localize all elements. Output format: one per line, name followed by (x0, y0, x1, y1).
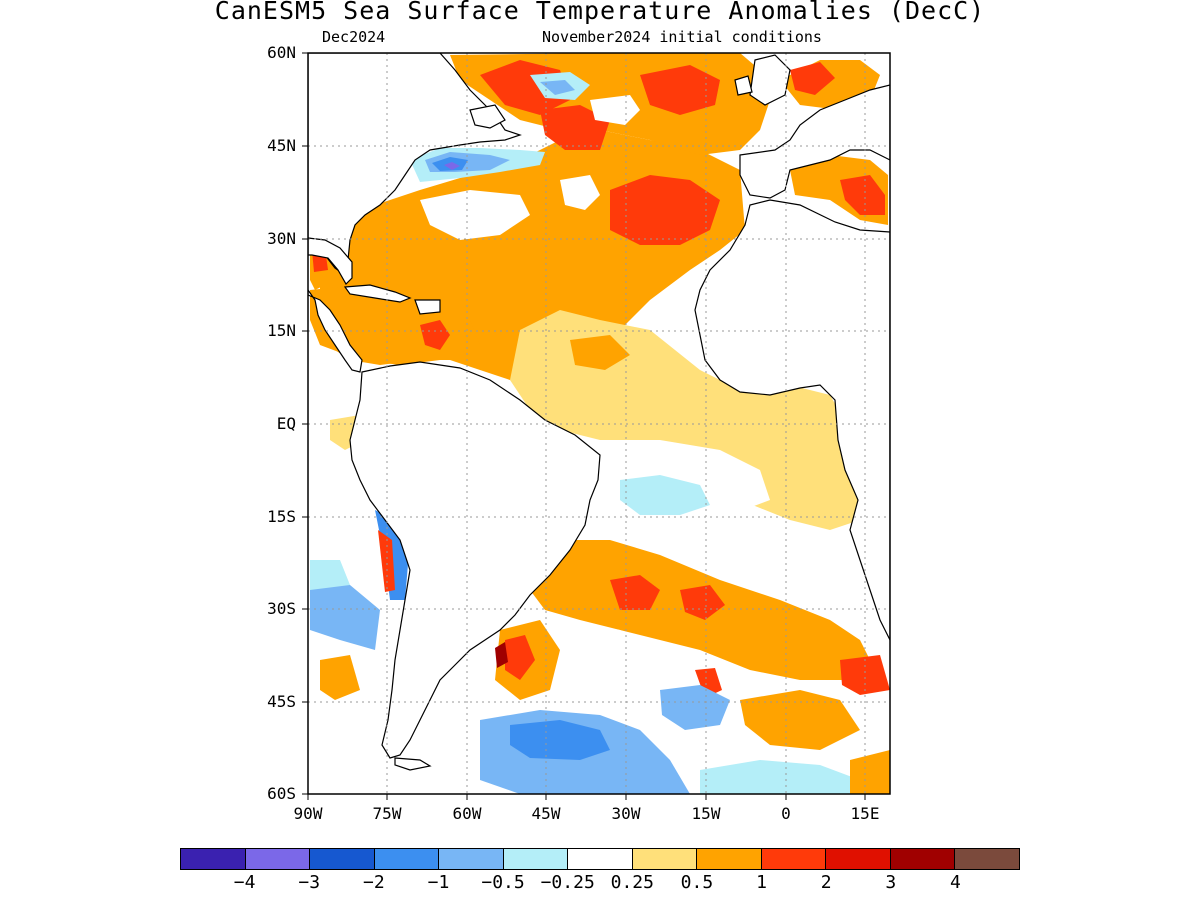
land-ireland (734, 75, 753, 96)
lon-label: 30W (611, 804, 641, 823)
anomaly-region (840, 175, 885, 215)
colorbar-swatch (761, 849, 827, 869)
anomaly-region (560, 175, 600, 210)
anomaly-region (570, 335, 630, 370)
anomaly-region (540, 80, 575, 95)
land-british-isles (749, 54, 791, 106)
lat-label: 60N (267, 43, 296, 62)
lat-label: 45N (267, 136, 296, 155)
colorbar-swatch (697, 849, 762, 869)
land-central-america (308, 288, 363, 373)
colorbar-swatch (890, 849, 956, 869)
anomaly-region (505, 635, 535, 680)
anomaly-region (790, 62, 835, 95)
anomaly-region (850, 750, 890, 794)
land-hispaniola (414, 299, 441, 315)
anomaly-region (700, 760, 860, 794)
anomaly-region (510, 720, 610, 760)
colorbar-swatch (439, 849, 504, 869)
anomaly-region (540, 105, 610, 150)
colorbar-swatch (568, 849, 633, 869)
anomaly-region (320, 655, 360, 700)
grid-lines (308, 53, 890, 794)
lat-label: 30N (267, 229, 296, 248)
colorbar-tick-label: 4 (949, 872, 961, 893)
colorbar-tick-label: −1 (427, 872, 450, 893)
lat-label: 30S (267, 599, 296, 618)
anomaly-region (540, 620, 680, 700)
colorbar-swatch (374, 849, 440, 869)
lon-label: 60W (452, 804, 482, 823)
colorbar-swatch (503, 849, 569, 869)
anomaly-region (610, 575, 660, 610)
colorbar-tick-label: 1 (756, 872, 767, 893)
colorbar-tick-label: −2 (363, 872, 385, 893)
anomaly-region (640, 65, 720, 115)
colorbar-swatch (826, 849, 891, 869)
lat-label: 15S (267, 507, 296, 526)
anomaly-region (420, 190, 530, 240)
lon-label: 15W (691, 804, 721, 823)
colorbar-tick-label: 3 (885, 872, 897, 893)
colorbar-swatch (955, 849, 1019, 869)
colorbar-tick-label: 0.25 (610, 872, 654, 893)
lon-label: 90W (293, 804, 323, 823)
anomaly-region (310, 560, 350, 590)
anomaly-region (740, 690, 860, 750)
land-newfoundland (469, 104, 506, 129)
land-cuba (343, 284, 412, 303)
anomaly-region (680, 585, 725, 620)
anomaly-region (444, 162, 460, 170)
anomaly-region (695, 668, 722, 698)
anomaly-field (308, 53, 890, 794)
forecast-month: Dec2024 (322, 28, 386, 46)
colorbar-tick-label: −0.25 (540, 872, 595, 893)
land-florida (308, 237, 353, 285)
lat-label: 60S (267, 784, 296, 803)
lat-label: 15N (267, 321, 296, 340)
colorbar-tick-label: −3 (298, 872, 321, 893)
colorbar-swatch (310, 849, 375, 869)
colorbar-swatch (181, 849, 246, 869)
lon-label: 0 (781, 804, 791, 823)
colorbar-tick-label: −0.5 (481, 872, 525, 893)
tick-marks (302, 52, 866, 800)
colorbar-tick-label: 2 (820, 872, 832, 893)
lon-label: 45W (531, 804, 561, 823)
anomaly-region (610, 175, 720, 245)
colorbar-swatch (632, 849, 698, 869)
anomaly-region (310, 580, 380, 650)
lat-label: EQ (276, 414, 296, 433)
anomaly-region (420, 320, 450, 350)
land-africa (694, 199, 890, 641)
lat-label: 45S (267, 692, 296, 711)
anomaly-region (495, 642, 508, 668)
land-tierra-del-fuego (394, 757, 432, 771)
anomaly-region (590, 95, 640, 125)
colorbar-swatch (245, 849, 311, 869)
anomaly-region (620, 475, 710, 515)
anomaly-region (840, 655, 890, 695)
land-south-america (349, 361, 601, 759)
map-title: CanESM5 Sea Surface Temperature Anomalie… (214, 0, 986, 25)
colorbar (180, 848, 1020, 870)
initial-conditions: November2024 initial conditions (542, 28, 822, 46)
land-europe (739, 84, 890, 199)
anomaly-region (660, 685, 730, 730)
anomaly-region (378, 530, 395, 592)
lon-label: 75W (372, 804, 402, 823)
colorbar-tick-label: 0.5 (680, 872, 714, 893)
lon-label: 15E (850, 804, 880, 823)
colorbar-tick-label: −4 (233, 872, 256, 893)
